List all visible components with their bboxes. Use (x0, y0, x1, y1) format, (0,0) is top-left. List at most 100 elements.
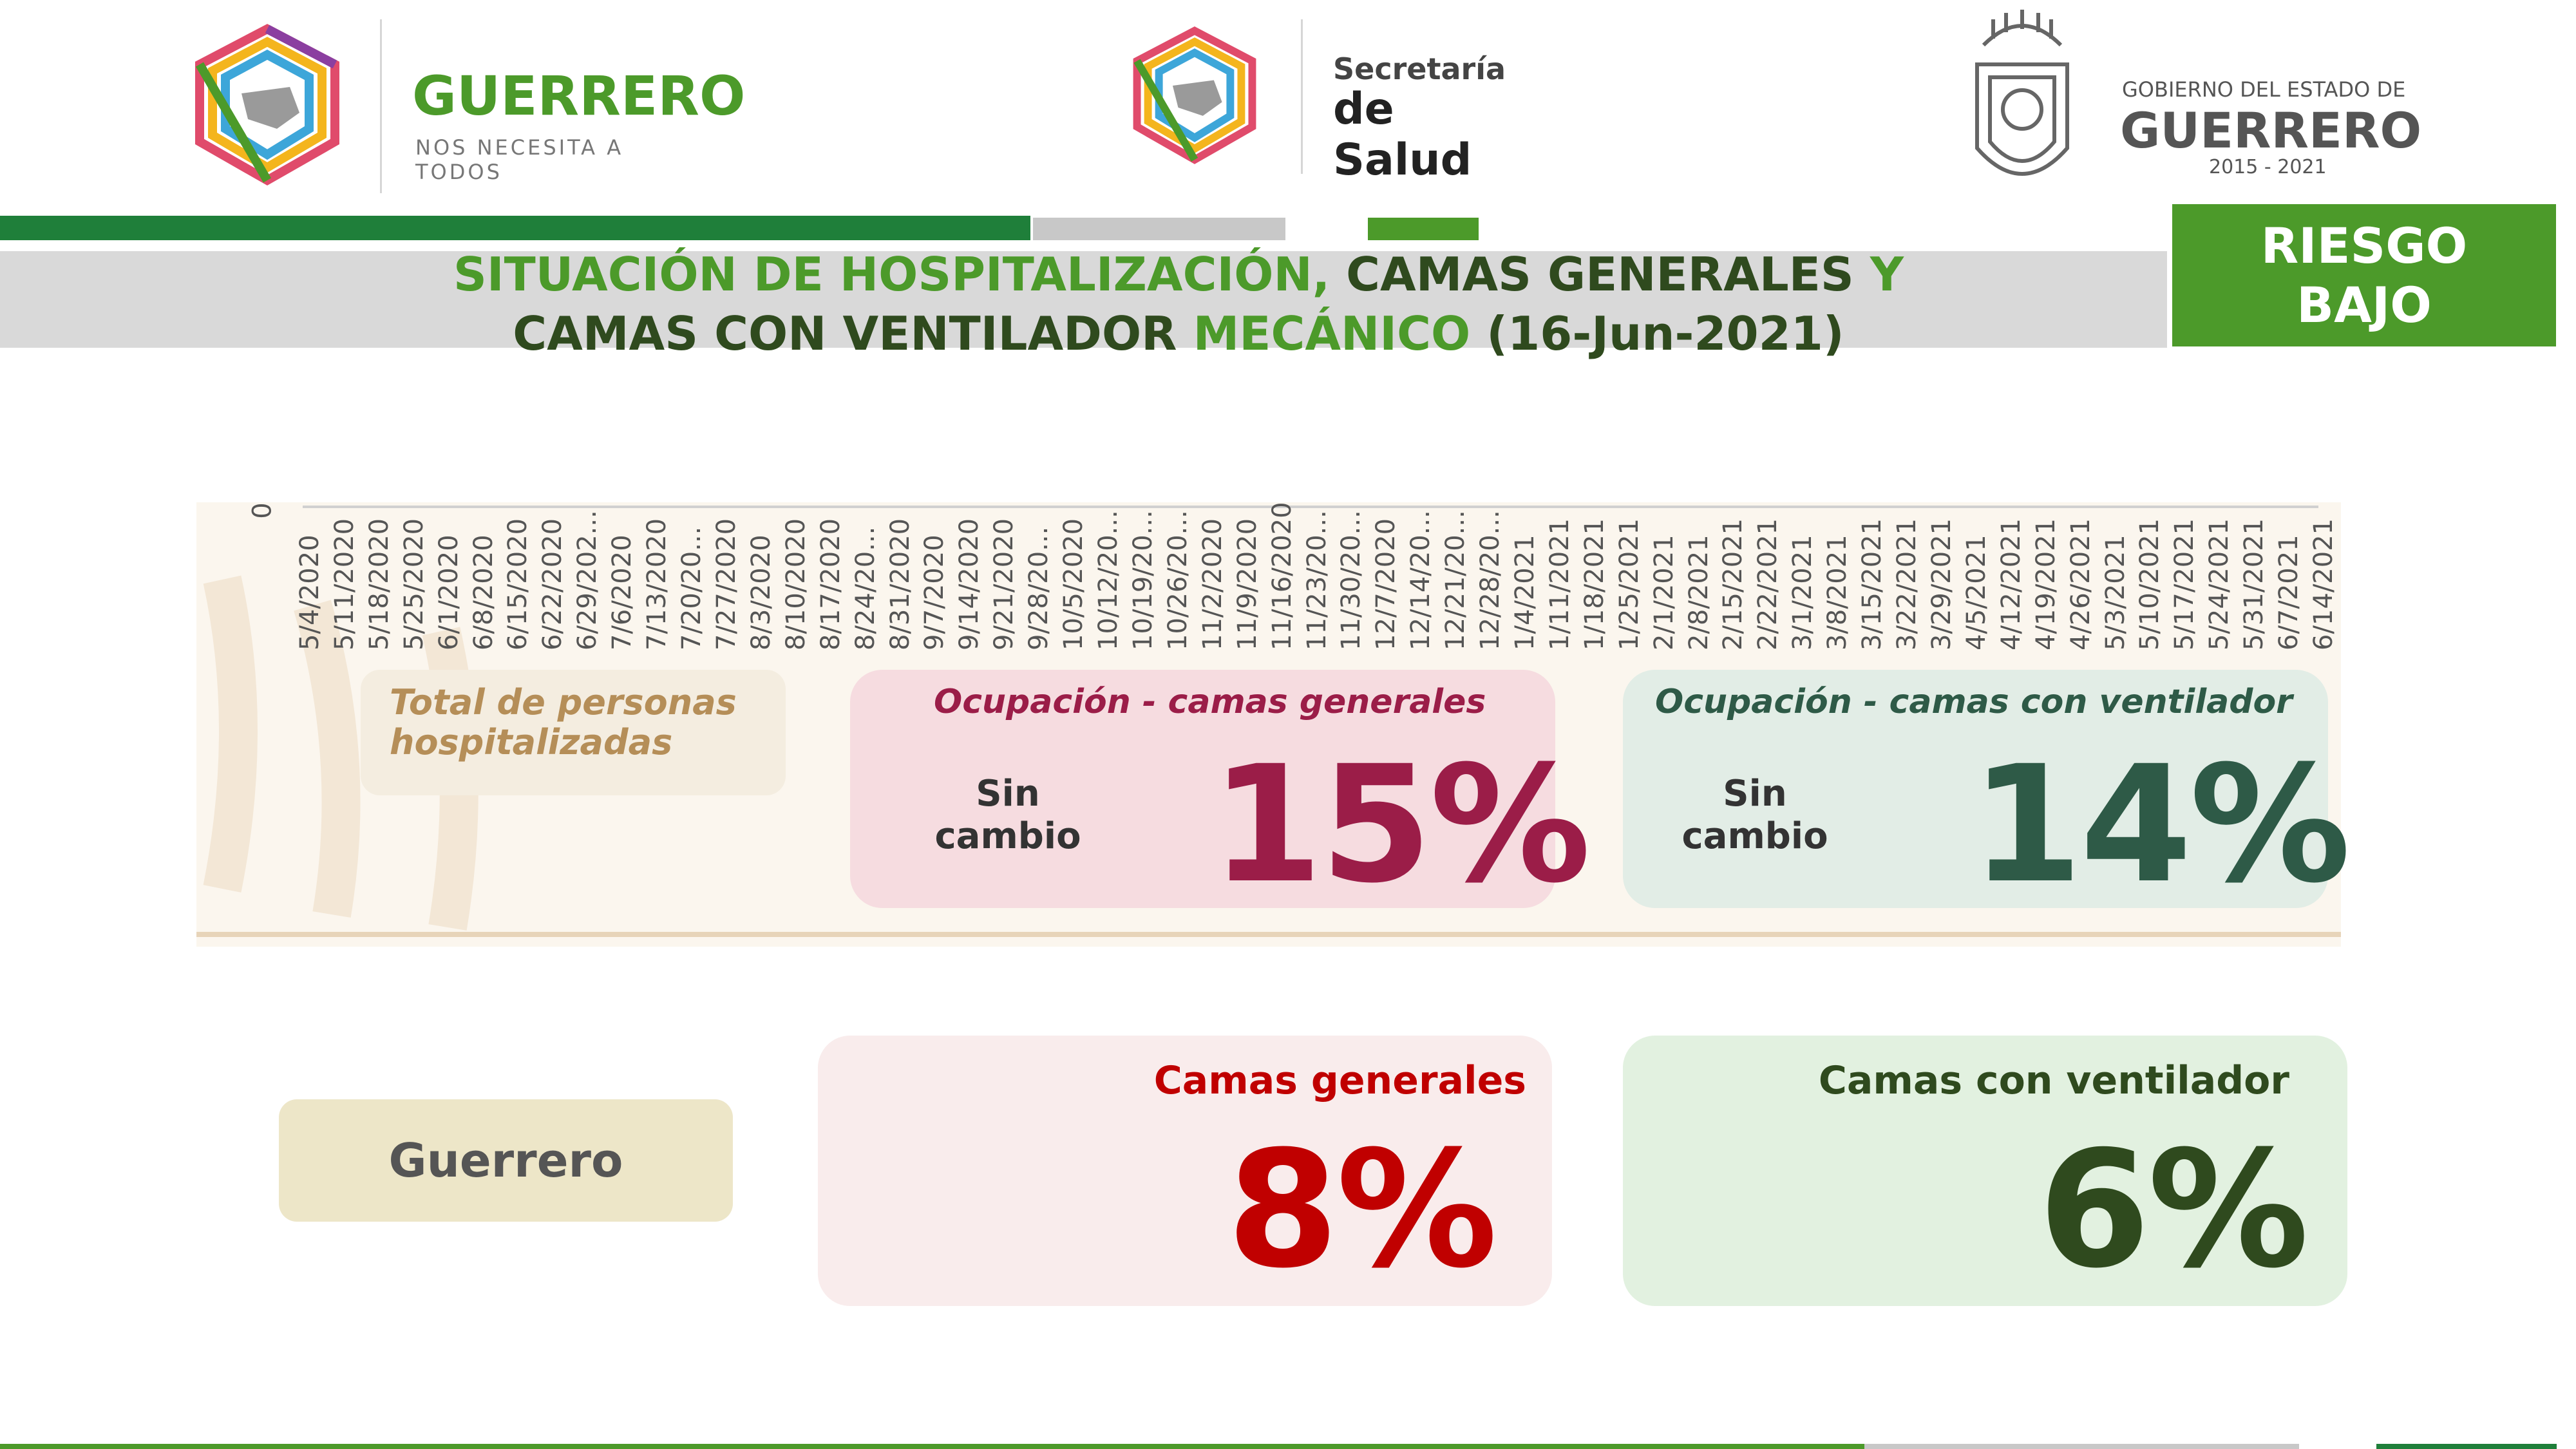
state-label: Guerrero (388, 1133, 623, 1188)
hospitalized-label-line2: hospitalizadas (390, 722, 673, 762)
x-tick-label: 5/11/2020 (329, 518, 359, 650)
x-tick-label: 6/29/202... (573, 510, 603, 650)
title-part: SITUACIÓN DE HOSPITALIZACIÓN, (453, 247, 1331, 301)
title-part: CAMAS CON VENTILADOR (513, 307, 1193, 361)
x-tick-label: 5/31/2021 (2239, 518, 2269, 650)
occupancy-general-value: 15% (1211, 731, 1591, 918)
logo-divider (380, 19, 382, 193)
footer-bar-accent (2376, 1444, 2557, 1449)
occupancy-ventilator-label: Ocupación - camas con ventilador (1655, 683, 2293, 721)
x-tick-label: 5/25/2020 (399, 518, 429, 650)
x-tick-label: 4/19/2021 (2031, 518, 2061, 650)
beds-general-value: 8% (1227, 1116, 1497, 1303)
x-tick-label: 7/13/2020 (642, 518, 672, 650)
x-tick-label: 2/1/2021 (1649, 535, 1679, 650)
change-line1: Sin (976, 773, 1040, 815)
x-tick-label: 10/19/20... (1128, 510, 1158, 650)
x-tick-label: 10/12/20... (1094, 510, 1124, 650)
gobierno-logo: GOBIERNO DEL ESTADO DE GUERRERO 2015 - 2… (1958, 6, 2421, 206)
x-tick-label: 10/5/2020 (1059, 518, 1089, 650)
change-line2: cambio (1681, 815, 1828, 857)
x-tick-label: 6/8/2020 (468, 535, 498, 650)
x-tick-label: 12/21/20... (1441, 510, 1471, 650)
title-part: (16-Jun-2021) (1470, 307, 1844, 361)
x-tick-label: 3/29/2021 (1926, 518, 1956, 650)
x-tick-label: 5/18/2020 (364, 518, 394, 650)
change-line2: cambio (934, 815, 1081, 857)
x-tick-label: 2/8/2021 (1683, 535, 1714, 650)
x-tick-label: 9/21/2020 (989, 518, 1019, 650)
x-tick-label: 8/24/20... (850, 526, 880, 650)
beds-general-card: Camas generales 8% (818, 1036, 1552, 1306)
risk-badge: RIESGO BAJO (2172, 204, 2556, 346)
x-tick-label: 6/7/2021 (2274, 535, 2304, 650)
header-bar-accent (1368, 218, 1479, 240)
risk-line2: BAJO (2297, 276, 2432, 334)
x-tick-label: 8/10/2020 (781, 518, 811, 650)
occupancy-ventilator-change: Sin cambio (1681, 773, 1829, 858)
title-band (0, 251, 2167, 348)
x-tick-label: 11/30/20... (1336, 510, 1367, 650)
risk-line1: RIESGO (2260, 216, 2468, 274)
gobierno-logo-line2: GUERRERO (2120, 102, 2422, 159)
x-tick-label: 8/3/2020 (746, 535, 776, 650)
x-tick-label: 3/8/2021 (1823, 535, 1853, 650)
x-tick-label: 7/20/20... (677, 526, 707, 650)
page-title: SITUACIÓN DE HOSPITALIZACIÓN, CAMAS GENE… (0, 245, 2357, 363)
occupancy-general-card: Ocupación - camas generales Sin cambio 1… (850, 670, 1591, 918)
x-tick-label: 4/5/2021 (1961, 535, 1991, 650)
chart-axis-line (303, 506, 2318, 508)
x-tick-label: 5/10/2021 (2135, 518, 2165, 650)
header-bar-gray (1033, 218, 1285, 240)
occupancy-general-change: Sin cambio (934, 773, 1082, 858)
hospitalized-label: Total de personas hospitalizadas (390, 683, 737, 762)
title-part: Y (1870, 247, 1904, 301)
x-tick-label: 3/1/2021 (1788, 535, 1818, 650)
x-tick-label: 1/25/2021 (1614, 518, 1644, 650)
x-tick-label: 11/9/2020 (1232, 518, 1262, 650)
x-tick-label: 3/22/2021 (1892, 518, 1922, 650)
guerrero-logo-name: GUERRERO (412, 64, 746, 128)
chart-bottom-line (196, 932, 2341, 937)
x-tick-label: 6/22/2020 (538, 518, 568, 650)
x-tick-label: 8/17/2020 (815, 518, 846, 650)
beds-ventilator-value: 6% (2038, 1116, 2309, 1303)
x-tick-label: 10/26/20... (1162, 510, 1193, 650)
x-tick-label: 4/26/2021 (2065, 518, 2096, 650)
gobierno-logo-years: 2015 - 2021 (2209, 156, 2327, 178)
salud-logo: Secretaría de Salud (1121, 19, 1533, 193)
x-tick-label: 7/27/2020 (711, 518, 741, 650)
x-tick-label: 9/7/2020 (920, 535, 950, 650)
x-tick-label: 11/16/2020 (1267, 502, 1297, 650)
beds-ventilator-card: Camas con ventilador 6% (1623, 1036, 2347, 1306)
title-part: CAMAS GENERALES (1330, 247, 1870, 301)
x-tick-label: 4/12/2021 (1996, 518, 2026, 650)
x-tick-label: 5/17/2021 (2170, 518, 2200, 650)
coat-of-arms-icon (1975, 10, 2069, 176)
x-tick-label: 6/14/2021 (2309, 518, 2338, 650)
x-tick-label: 2/15/2021 (1718, 518, 1748, 650)
x-tick-label: 9/14/2020 (954, 518, 985, 650)
footer-bar-gray (1864, 1444, 2299, 1449)
header-bar-green (0, 216, 1030, 240)
salud-logo-line2: de Salud (1333, 84, 1472, 185)
guerrero-logo-tagline: NOS NECESITA A TODOS (415, 135, 624, 184)
logo-divider (1301, 19, 1303, 174)
beds-ventilator-label: Camas con ventilador (1818, 1058, 2289, 1103)
x-tick-label: 5/24/2021 (2204, 518, 2235, 650)
occupancy-ventilator-value: 14% (1971, 731, 2351, 918)
chart-zero-label: 0 (247, 502, 278, 519)
x-tick-label: 6/1/2020 (433, 535, 464, 650)
salud-logo-line1: Secretaría (1333, 52, 1506, 86)
title-part: MECÁNICO (1193, 307, 1471, 361)
x-tick-label: 7/6/2020 (607, 535, 638, 650)
x-tick-label: 1/4/2021 (1510, 535, 1540, 650)
x-tick-label: 5/4/2020 (295, 535, 325, 650)
x-tick-label: 12/7/2020 (1371, 518, 1401, 650)
footer-bar-green (0, 1444, 1864, 1449)
x-tick-label: 11/2/2020 (1197, 518, 1227, 650)
x-tick-label: 2/22/2021 (1753, 518, 1783, 650)
guerrero-logo: GUERRERO NOS NECESITA A TODOS (180, 19, 745, 200)
x-tick-label: 12/14/20... (1406, 510, 1436, 650)
guerrero-emblem-icon (195, 24, 339, 186)
